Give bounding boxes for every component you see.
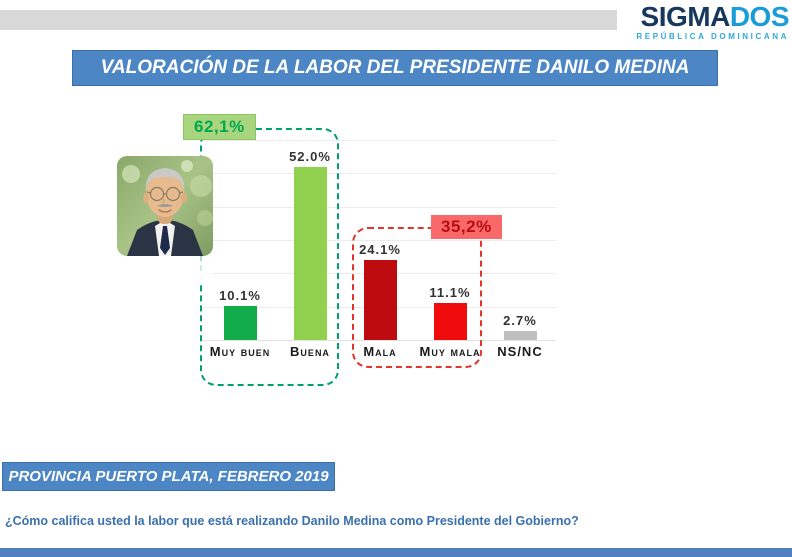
bar-3: [433, 303, 467, 340]
bar-value-label: 10.1%: [219, 288, 261, 304]
sigmados-logo: SIGMADOS REPÚBLICA DOMINICANA: [636, 3, 789, 41]
gridline-50: [203, 173, 556, 175]
bar-4: [503, 331, 537, 340]
bar-column: 2.7%: [485, 313, 555, 340]
gridline-60: [203, 140, 556, 141]
bar-column: 11.1%: [415, 285, 485, 340]
survey-question: ¿Cómo califica usted la labor que está r…: [5, 514, 579, 528]
bar-category-label: NS/NC: [497, 344, 543, 359]
bar-2: [363, 259, 397, 340]
positive-group-box: [200, 128, 339, 386]
gridline-30: [203, 240, 556, 241]
negative-total-badge: 35,2%: [431, 215, 502, 239]
bar-value-label: 2.7%: [503, 313, 537, 328]
gridline-0: [203, 340, 556, 341]
region-banner: PROVINCIA PUERTO PLATA, FEBRERO 2019: [2, 462, 335, 491]
bar-0: [223, 306, 257, 340]
title-banner: VALORACIÓN DE LA LABOR DEL PRESIDENTE DA…: [72, 50, 718, 86]
bar-category-label: Mala: [363, 344, 397, 359]
bar-value-label: 24.1%: [359, 241, 401, 257]
photo-reflection: [117, 256, 213, 282]
logo-sigma: SIGMA: [640, 1, 731, 32]
bar-column: 52.0%: [275, 149, 345, 340]
negative-group-box: [352, 227, 482, 368]
region-banner-label: PROVINCIA PUERTO PLATA, FEBRERO 2019: [8, 468, 329, 485]
bar-category-label: Muy mala: [419, 344, 481, 359]
page-title: VALORACIÓN DE LA LABOR DEL PRESIDENTE DA…: [100, 57, 690, 78]
bottom-accent-bar: [0, 548, 792, 557]
bar-value-label: 11.1%: [429, 285, 471, 300]
bar-1: [293, 166, 327, 340]
bar-column: 10.1%: [205, 288, 275, 340]
president-photo: [117, 156, 213, 256]
logo-dos: DOS: [729, 1, 790, 32]
logo-subtitle: REPÚBLICA DOMINICANA: [636, 32, 789, 41]
president-photo-wrap: [117, 156, 213, 282]
bar-value-label: 52.0%: [289, 148, 331, 164]
top-gray-bar: [0, 10, 617, 30]
positive-total-badge: 62,1%: [183, 114, 256, 140]
logo-wordmark: SIGMADOS: [636, 1, 790, 32]
bar-column: 24.1%: [345, 242, 415, 340]
bar-category-label: Muy buen: [209, 344, 271, 359]
gridline-40: [203, 206, 556, 208]
bar-category-label: Buena: [290, 344, 330, 359]
